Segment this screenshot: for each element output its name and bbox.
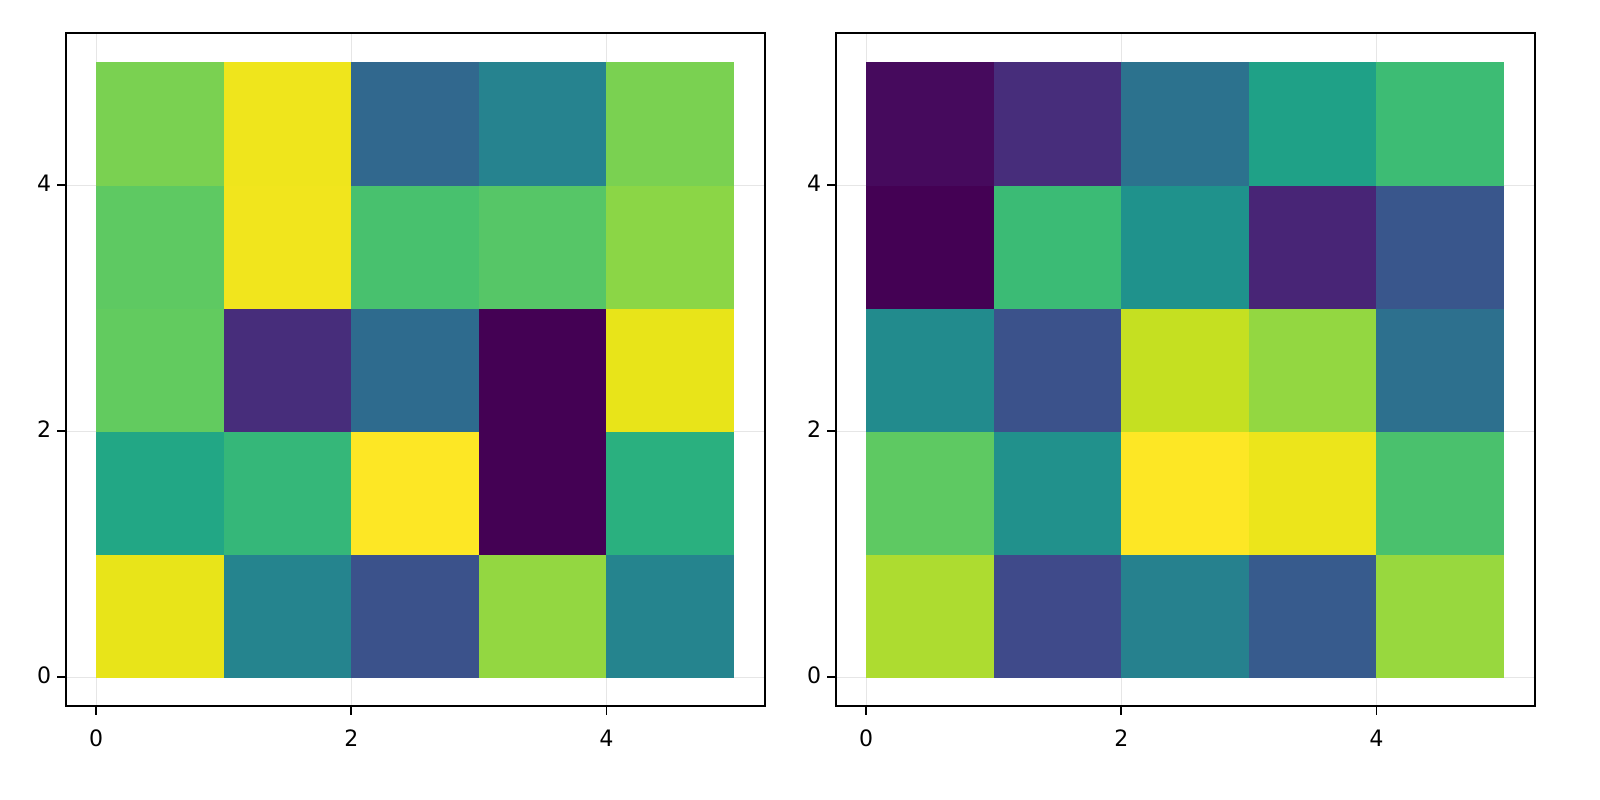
gridline-y xyxy=(837,677,1534,678)
heatmap-cell xyxy=(1248,62,1377,186)
x-tick xyxy=(605,707,608,715)
heatmap-cell xyxy=(866,62,995,186)
heatmap-cell xyxy=(993,185,1122,309)
y-tick xyxy=(827,430,835,432)
heatmap-cell xyxy=(993,308,1122,432)
x-tick-label: 2 xyxy=(344,727,359,752)
heatmap-cell xyxy=(223,554,352,678)
y-tick xyxy=(827,184,835,186)
heatmap-cell xyxy=(96,62,225,186)
y-tick-label: 4 xyxy=(807,172,821,197)
heatmap-cell xyxy=(96,308,225,432)
heatmap-cell xyxy=(1376,185,1505,309)
heatmap-cell xyxy=(606,185,735,309)
heatmap-cell xyxy=(351,554,480,678)
x-tick xyxy=(1120,707,1122,715)
heatmap-cell xyxy=(478,308,607,432)
heatmap-cell xyxy=(1121,308,1250,432)
heatmap-cell xyxy=(1376,62,1505,186)
y-tick xyxy=(827,676,835,678)
y-tick xyxy=(57,430,65,432)
heatmap-cell xyxy=(478,431,607,555)
x-tick-label: 2 xyxy=(1114,727,1129,752)
heatmap-cell xyxy=(866,554,995,678)
x-tick-label: 4 xyxy=(1369,727,1384,752)
heatmap-cell xyxy=(478,554,607,678)
heatmap-cell xyxy=(606,62,735,186)
heatmap-cell xyxy=(478,62,607,186)
heatmap-cell xyxy=(223,308,352,432)
x-tick-label: 4 xyxy=(599,727,614,752)
heatmap-cell xyxy=(223,431,352,555)
y-tick xyxy=(57,184,65,186)
x-tick xyxy=(350,707,352,715)
heatmap-cell xyxy=(1248,185,1377,309)
heatmap-cell xyxy=(1248,554,1377,678)
heatmap-cell xyxy=(223,185,352,309)
x-tick xyxy=(865,707,867,715)
heatmap-panel-right xyxy=(835,32,1536,707)
y-tick-label: 0 xyxy=(37,664,51,689)
heatmap-cell xyxy=(993,554,1122,678)
heatmap-cell xyxy=(96,431,225,555)
heatmap-cell xyxy=(1121,185,1250,309)
heatmap-cell xyxy=(96,185,225,309)
y-tick-label: 0 xyxy=(807,664,821,689)
heatmap-cell xyxy=(866,185,995,309)
heatmap-panel-left xyxy=(65,32,766,707)
heatmap-cell xyxy=(1121,431,1250,555)
heatmap-cell xyxy=(96,554,225,678)
heatmap-cell xyxy=(606,554,735,678)
heatmap-cell xyxy=(1248,431,1377,555)
y-tick-label: 2 xyxy=(37,418,51,443)
heatmap-cell xyxy=(1376,431,1505,555)
heatmap-cell xyxy=(223,62,352,186)
heatmap-cell xyxy=(351,185,480,309)
heatmap-cell xyxy=(1121,62,1250,186)
x-tick-label: 0 xyxy=(89,727,103,752)
heatmap-cell xyxy=(606,431,735,555)
x-tick xyxy=(1375,707,1378,715)
heatmap-cell xyxy=(866,308,995,432)
heatmap-cell xyxy=(606,308,735,432)
heatmap-cell xyxy=(351,62,480,186)
heatmap-cell xyxy=(1376,554,1505,678)
x-tick-label: 0 xyxy=(859,727,873,752)
gridline-y xyxy=(67,677,764,678)
y-tick-label: 4 xyxy=(37,172,51,197)
heatmap-cell xyxy=(1121,554,1250,678)
heatmap-cell xyxy=(993,431,1122,555)
heatmap-cell xyxy=(478,185,607,309)
heatmap-cell xyxy=(351,308,480,432)
heatmap-cell xyxy=(866,431,995,555)
x-tick xyxy=(95,707,97,715)
y-tick xyxy=(57,676,65,678)
heatmap-cell xyxy=(351,431,480,555)
heatmap-cell xyxy=(1376,308,1505,432)
heatmap-cell xyxy=(993,62,1122,186)
y-tick-label: 2 xyxy=(807,418,821,443)
heatmap-cell xyxy=(1248,308,1377,432)
